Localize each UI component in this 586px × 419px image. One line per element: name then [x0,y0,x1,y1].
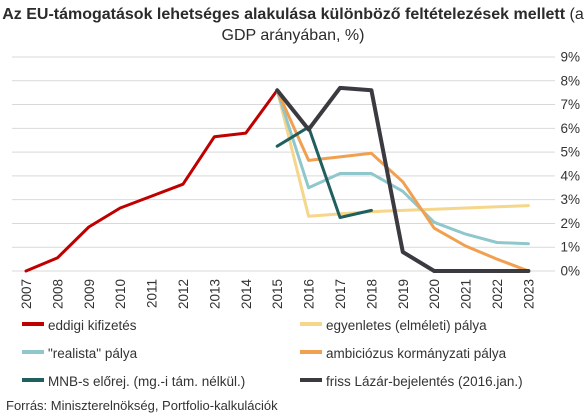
legend-label: eddigi kifizetés [48,318,137,333]
legend-swatch [300,350,322,355]
x-tick-label: 2023 [521,279,536,309]
x-tick-label: 2020 [427,279,442,309]
x-tick-label: 2022 [490,279,505,309]
x-tick-label: 2011 [145,279,160,308]
y-tick-label: 9% [560,50,580,65]
legend-label: friss Lázár-bejelentés (2016.jan.) [326,374,523,389]
x-tick-label: 2014 [239,279,254,310]
y-tick-label: 6% [560,121,580,136]
y-tick-label: 4% [560,168,580,183]
y-tick-label: 5% [560,145,580,160]
chart-title-bold: Az EU-támogatások lehetséges alakulása k… [2,6,566,23]
x-tick-label: 2017 [333,279,348,309]
legend-swatch [300,378,322,383]
x-tick-label: 2016 [302,279,317,309]
x-tick-label: 2010 [113,279,128,309]
x-tick-label: 2015 [270,279,285,309]
legend-item: ambiciózus kormányzati pálya [300,346,506,361]
series-line [24,88,279,273]
x-tick-label: 2007 [19,279,34,309]
chart-title-unit: (a GDP arányában, %) [221,6,584,44]
source-note: Forrás: Miniszterelnökség, Portfolio-kal… [6,398,278,413]
legend-swatch [300,322,322,327]
x-tick-label: 2019 [396,279,411,309]
legend-item: eddigi kifizetés [22,318,137,333]
legend-swatch [22,350,44,355]
legend-item: "realista" pálya [22,346,137,361]
y-tick-label: 0% [560,264,580,279]
series-line [275,88,530,218]
x-tick-label: 2008 [50,279,65,309]
legend-swatch [22,322,44,327]
y-tick-label: 8% [560,73,580,88]
y-tick-label: 2% [560,216,580,231]
y-tick-label: 7% [560,97,580,112]
x-tick-label: 2018 [364,279,379,309]
series-line [275,125,373,219]
legend-label: ambiciózus kormányzati pálya [326,346,507,361]
series-line [275,88,530,246]
series-line [275,85,531,273]
legend-item: MNB-s előrej. (mg.-i tám. nélkül.) [22,374,245,389]
legend-label: "realista" pálya [48,346,138,361]
legend-label: egyenletes (elméleti) pálya [326,318,487,333]
chart-title: Az EU-támogatások lehetséges alakulása k… [0,4,586,46]
x-tick-label: 2009 [82,279,97,309]
legend-swatch [22,378,44,383]
y-tick-label: 3% [560,192,580,207]
x-tick-label: 2021 [459,279,474,309]
x-tick-label: 2013 [207,279,222,309]
legend-label: MNB-s előrej. (mg.-i tám. nélkül.) [48,374,246,389]
y-tick-label: 1% [560,240,580,255]
legend-item: friss Lázár-bejelentés (2016.jan.) [300,374,523,389]
legend-item: egyenletes (elméleti) pálya [300,318,487,333]
x-tick-label: 2012 [176,279,191,309]
